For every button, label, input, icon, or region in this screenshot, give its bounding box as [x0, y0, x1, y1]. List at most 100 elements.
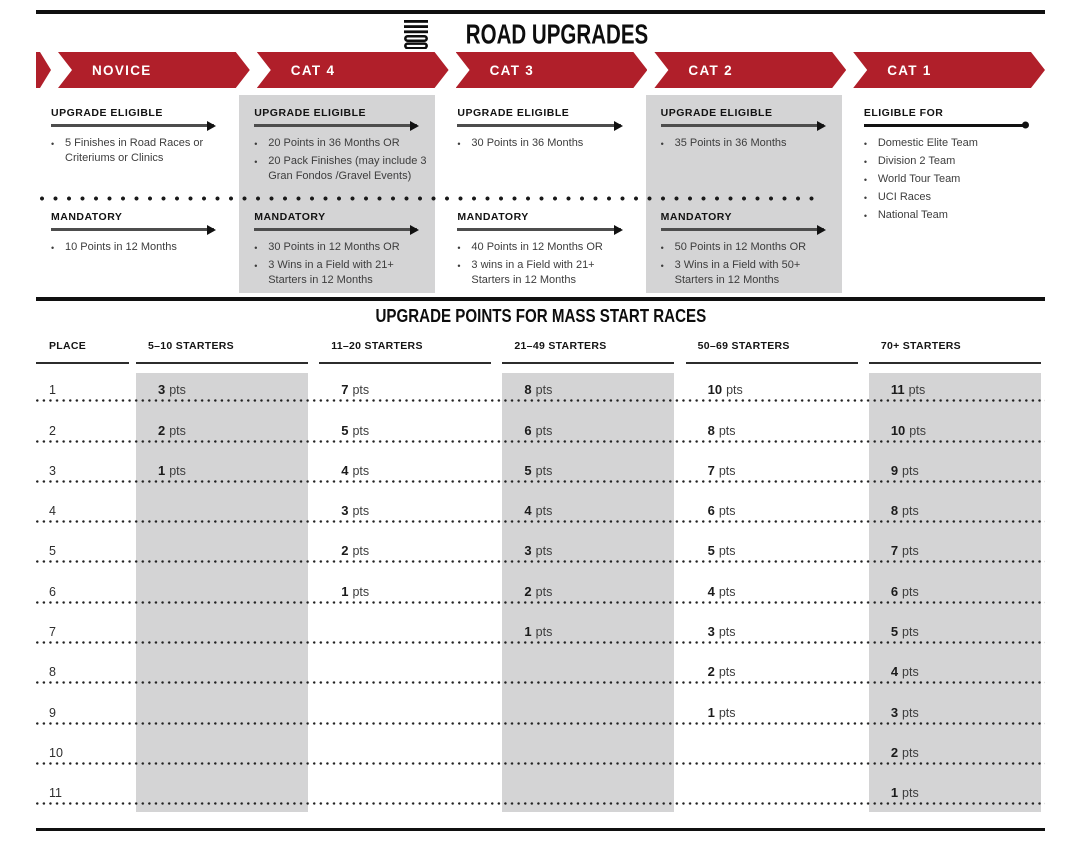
points-unit: pts — [902, 463, 919, 478]
points-cell: 4 pts — [679, 584, 862, 599]
heading-rule-dot-icon — [863, 124, 1028, 127]
column-header-underline: 21–49 STARTERS — [502, 334, 675, 364]
points-unit: pts — [169, 383, 186, 398]
row-dotted-leader — [36, 600, 1045, 604]
points-table-header-row: PLACE 5–10 STARTERS 11–20 STARTERS 21–49 ST… — [36, 334, 1045, 364]
banner-label: CAT 4 — [290, 62, 336, 78]
row-dotted-leader — [36, 399, 1045, 403]
bullet-list: • 5 Finishes in Road Races or Criteriums … — [51, 136, 224, 166]
upgrade-column-cat-4: UPGRADE ELIGIBLE • 20 Points in 36 Months … — [239, 95, 436, 293]
place-cell: 4 — [49, 504, 56, 519]
points-value: 9 — [890, 462, 899, 478]
points-value: 3 — [341, 503, 349, 519]
points-unit: pts — [352, 584, 370, 599]
bullet-list: • 50 Points in 12 Months OR • 3 Wins in a F… — [661, 240, 834, 288]
bullet-dot-icon: • — [863, 192, 867, 203]
bullet-item: • 10 Points in 12 Months — [51, 240, 224, 256]
row-dotted-leader — [36, 520, 1045, 524]
section-heading: MANDATORY — [660, 211, 732, 223]
points-unit: pts — [718, 705, 736, 720]
banner-segment-cat-4: CAT 4 — [257, 52, 449, 88]
points-value: 2 — [707, 664, 715, 680]
table-row: 8 2 pts 4 pts — [36, 646, 1045, 686]
bullet-item: • 40 Points in 12 Months OR — [457, 240, 630, 256]
place-cell: 3 — [49, 463, 56, 478]
column-header-starters-2: 11–20 STARTERS — [312, 334, 495, 364]
points-table: PLACE 5–10 STARTERS 11–20 STARTERS 21–49 ST… — [36, 334, 1045, 814]
points-value: 1 — [158, 462, 166, 478]
points-value: 3 — [890, 704, 899, 720]
points-unit: pts — [169, 463, 186, 478]
row-dotted-leader — [36, 681, 1045, 685]
place-cell: 8 — [49, 665, 56, 680]
bullet-list: • 40 Points in 12 Months OR • 3 wins in a F… — [457, 240, 630, 288]
points-cell: 2 pts — [129, 423, 312, 438]
points-value: 8 — [707, 422, 715, 438]
bullet-item: • 30 Points in 36 Months — [457, 136, 630, 152]
requirement-section: MANDATORY • 10 Points in 12 Months — [51, 211, 224, 256]
bullet-text: Division 2 Team — [877, 154, 956, 167]
points-cell: 4 pts — [862, 664, 1045, 679]
table-row: 1 3 pts 7 pts 8 pts 10 pts 11 pts — [36, 364, 1045, 404]
bullet-item: • National Team — [864, 208, 1037, 224]
column-header-label: 11–20 STARTERS — [331, 340, 423, 352]
bullet-text: 3 wins in a Field with 21+ Starters in 1… — [471, 259, 595, 286]
points-cell: 3 pts — [495, 543, 678, 558]
bullet-text: National Team — [877, 208, 948, 221]
heading-rule-arrow-icon — [457, 228, 621, 231]
category-banner-row: NOVICE CAT 4 CAT 3 CAT 2 CAT 1 — [36, 52, 1045, 88]
banner-label: CAT 2 — [688, 62, 733, 78]
heading-rule-arrow-icon — [457, 124, 621, 127]
points-value: 4 — [890, 664, 899, 680]
points-cell: 10 pts — [862, 423, 1045, 438]
bullet-list: • 30 Points in 12 Months OR • 3 Wins in a F… — [254, 240, 427, 288]
points-value: 4 — [524, 503, 532, 519]
column-header-label: 21–49 STARTERS — [514, 340, 607, 352]
points-table-title: UPGRADE POINTS FOR MASS START RACES — [375, 305, 706, 327]
points-value: 5 — [707, 543, 715, 559]
place-cell: 6 — [49, 584, 56, 599]
bullet-text: World Tour Team — [877, 172, 961, 185]
requirement-section: MANDATORY • 30 Points in 12 Months OR • 3 Wi… — [254, 211, 427, 288]
section-heading: UPGRADE ELIGIBLE — [457, 107, 570, 119]
requirement-section: UPGRADE ELIGIBLE • 35 Points in 36 Months — [660, 107, 834, 211]
place-cell: 2 — [49, 423, 56, 438]
section-heading: MANDATORY — [51, 211, 123, 223]
points-unit: pts — [902, 745, 919, 760]
points-unit: pts — [726, 383, 743, 398]
heading-rule-arrow-icon — [660, 124, 824, 127]
points-value: 5 — [524, 462, 532, 478]
bullet-item: • 3 wins in a Field with 21+ Starters in … — [457, 258, 630, 288]
bullet-dot-icon: • — [254, 139, 258, 149]
points-value: 6 — [890, 583, 899, 599]
points-cell: 3 pts — [679, 624, 862, 639]
bullet-item: • UCI Races — [864, 190, 1037, 206]
points-unit: pts — [535, 625, 553, 640]
heading-rule-arrow-icon — [254, 228, 418, 231]
points-value: 6 — [524, 422, 532, 438]
bullet-list: • 10 Points in 12 Months — [51, 240, 224, 256]
points-cell: 7 pts — [862, 543, 1045, 558]
points-value: 5 — [890, 624, 899, 640]
bullet-dot-icon: • — [254, 243, 258, 253]
points-cell: 1 pts — [862, 785, 1045, 800]
points-cell: 5 pts — [495, 463, 678, 478]
points-value: 7 — [707, 462, 715, 478]
banner-segment-novice: NOVICE — [58, 52, 250, 88]
points-value: 7 — [341, 382, 349, 398]
points-value: 2 — [524, 583, 532, 599]
table-row: 5 2 pts 3 pts 5 pts 7 pts — [36, 525, 1045, 565]
points-cell: 4 pts — [495, 503, 678, 518]
upgrade-column-cat-2: UPGRADE ELIGIBLE • 35 Points in 36 Months M… — [645, 95, 842, 293]
points-cell: 2 pts — [679, 664, 862, 679]
bullet-text: UCI Races — [877, 190, 931, 203]
bullet-text: 30 Points in 12 Months OR — [268, 241, 400, 253]
points-value: 1 — [341, 583, 349, 599]
points-value: 10 — [890, 422, 906, 438]
points-cell: 1 pts — [312, 584, 495, 599]
points-cell: 6 pts — [862, 584, 1045, 599]
bullet-item: • World Tour Team — [864, 172, 1037, 188]
bullet-item: • Division 2 Team — [864, 154, 1037, 170]
bullet-text: 20 Pack Finishes (may include 3 Gran Fon… — [268, 155, 427, 182]
points-unit: pts — [535, 463, 553, 478]
